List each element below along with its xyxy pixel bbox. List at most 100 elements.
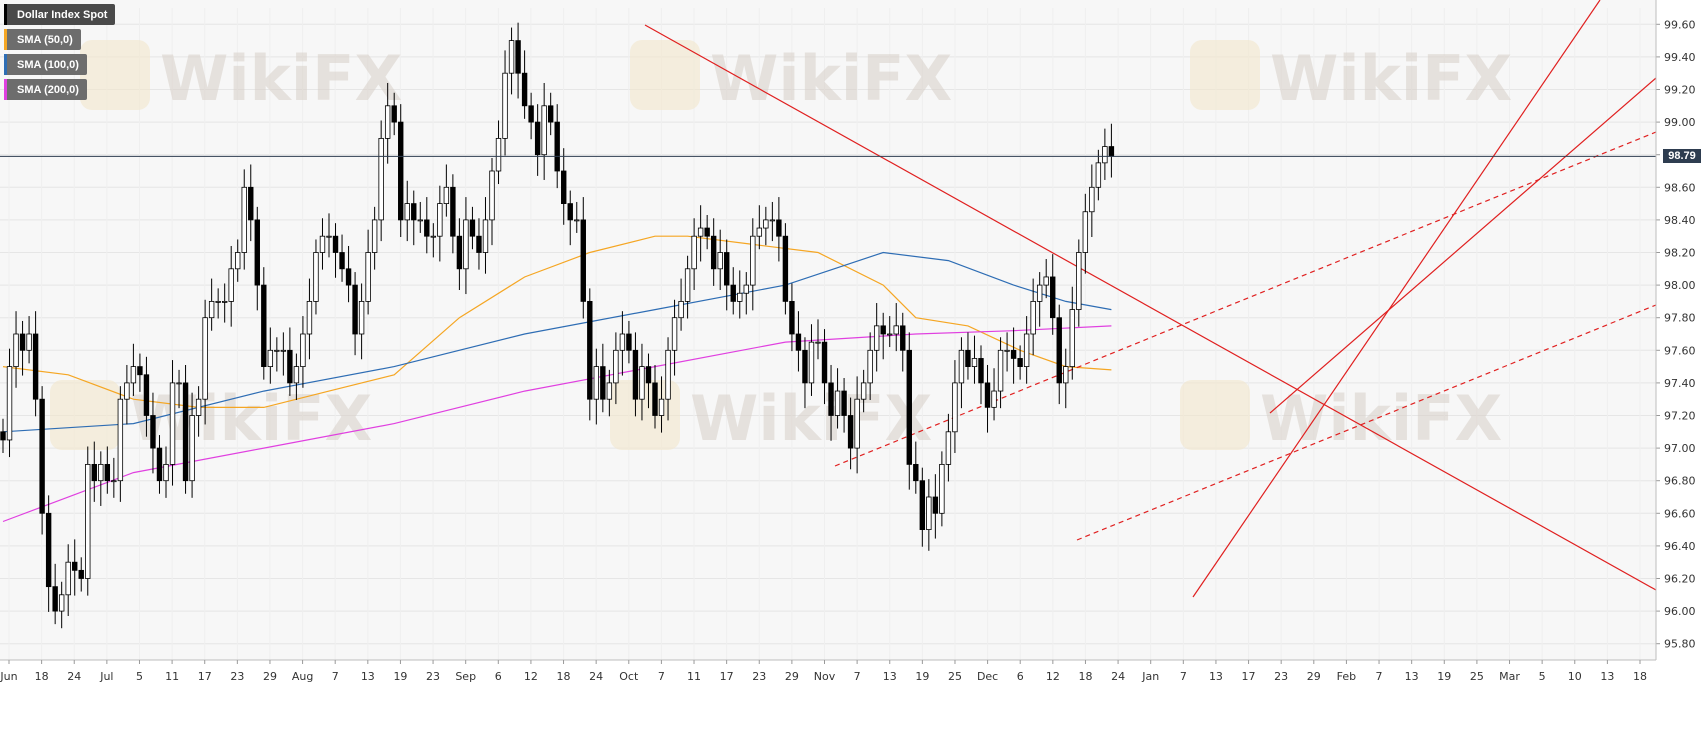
- candle-body: [606, 382, 613, 400]
- candle-body: [1043, 276, 1049, 286]
- candle-body: [72, 561, 78, 571]
- legend-item-sma100[interactable]: SMA (100,0): [4, 54, 87, 75]
- ascending-trendline-steep: [1192, 0, 1601, 598]
- candle-body: [489, 170, 495, 221]
- candle-body: [463, 219, 469, 270]
- candle-body: [378, 137, 384, 221]
- candle-body: [208, 300, 215, 319]
- candle-body: [143, 374, 150, 416]
- candle-body: [704, 227, 710, 237]
- candle-body: [391, 105, 397, 123]
- candle-body: [847, 415, 854, 449]
- candle-body: [945, 431, 952, 465]
- candle-body: [587, 300, 593, 400]
- plot-background: [0, 0, 1656, 660]
- candle-body: [215, 300, 221, 303]
- candle-body: [502, 72, 508, 139]
- candle-body: [815, 341, 821, 344]
- candle-body: [854, 398, 860, 449]
- candle-body: [78, 569, 84, 579]
- candle-body: [724, 252, 730, 286]
- x-tick-label: 7: [658, 670, 665, 683]
- candle-body: [567, 203, 573, 221]
- candle-body: [508, 40, 515, 74]
- watermark-logo: [80, 40, 150, 110]
- candle-body: [306, 300, 313, 335]
- watermark-logo: [610, 380, 680, 450]
- x-tick-label: Jun: [0, 670, 18, 683]
- candle-body: [163, 463, 169, 482]
- channel-line-upper: [834, 131, 1657, 467]
- x-axis: Jun 18 24 Jul 5 11 17 23 29 Aug 7 13 19 23 Sep 6 12 18 24 O…: [0, 0, 1657, 683]
- y-tick-label: 96.40: [1664, 540, 1696, 553]
- legend: Dollar Index Spot SMA (50,0) SMA (100,0)…: [4, 4, 116, 104]
- legend-label-sma200: SMA (200,0): [17, 83, 79, 96]
- candle-body: [202, 317, 208, 400]
- legend-item-dollar-index[interactable]: Dollar Index Spot: [4, 4, 116, 25]
- candle-body: [632, 349, 639, 400]
- candle-body: [697, 227, 704, 237]
- x-tick-label: 24: [67, 670, 81, 683]
- candle-body: [1036, 284, 1043, 302]
- candle-body: [730, 284, 736, 302]
- candle-body: [339, 252, 345, 270]
- candle-body: [913, 463, 919, 482]
- x-tick-label: 18: [35, 670, 49, 683]
- y-tick-label: 96.80: [1664, 475, 1696, 488]
- candle-body: [763, 219, 769, 229]
- candle-body: [287, 349, 293, 384]
- candle-body: [352, 284, 358, 335]
- candle-body: [124, 382, 130, 400]
- candle-body: [554, 121, 560, 172]
- candle-body: [978, 358, 984, 384]
- candle-body: [893, 325, 899, 335]
- candle-body: [710, 235, 717, 270]
- candle-body: [1010, 349, 1017, 359]
- axis-background-bottom: [0, 660, 1707, 744]
- x-tick-label: 17: [1242, 670, 1256, 683]
- candle-body: [313, 252, 319, 302]
- candle-body: [834, 390, 841, 416]
- watermark-logo: [630, 40, 700, 110]
- x-tick-label: 13: [883, 670, 897, 683]
- candle-body: [671, 317, 678, 351]
- candle-body: [495, 137, 502, 172]
- x-tick-label: 19: [915, 670, 929, 683]
- x-tick-label: 18: [1633, 670, 1647, 683]
- candle-body: [932, 496, 939, 514]
- candle-body: [756, 227, 763, 237]
- candle-body: [1030, 300, 1036, 335]
- candle-body: [528, 105, 534, 123]
- y-tick-label: 95.80: [1664, 638, 1696, 651]
- candle-body: [991, 390, 997, 408]
- candle-body: [241, 186, 247, 253]
- watermark-text: WikiFX: [710, 42, 952, 115]
- x-tick-label: 11: [687, 670, 701, 683]
- legend-swatch-sma50: [4, 29, 7, 50]
- x-tick-label: 13: [1209, 670, 1223, 683]
- legend-label-dollar-index: Dollar Index Spot: [17, 8, 108, 21]
- candle-body: [984, 382, 991, 408]
- x-tick-label: Feb: [1337, 670, 1356, 683]
- candle-body: [534, 121, 541, 156]
- candle-body: [691, 235, 697, 270]
- x-tick-label: Aug: [292, 670, 313, 683]
- candle-body: [1089, 186, 1095, 213]
- candle-body: [319, 235, 326, 253]
- candle-body: [958, 349, 965, 384]
- candle-body: [1082, 211, 1089, 253]
- candle-body: [828, 382, 834, 416]
- candle-body: [182, 382, 189, 482]
- x-tick-label: 7: [1180, 670, 1187, 683]
- x-tick-label: 29: [1307, 670, 1321, 683]
- candle-body: [867, 349, 873, 384]
- legend-item-sma50[interactable]: SMA (50,0): [4, 29, 81, 50]
- candle-body: [358, 300, 365, 335]
- legend-item-sma200[interactable]: SMA (200,0): [4, 79, 87, 100]
- x-tick-label: 5: [136, 670, 143, 683]
- candle-body: [515, 40, 521, 74]
- candle-body: [900, 325, 906, 351]
- candle-body: [300, 333, 306, 367]
- candle-body: [261, 284, 267, 368]
